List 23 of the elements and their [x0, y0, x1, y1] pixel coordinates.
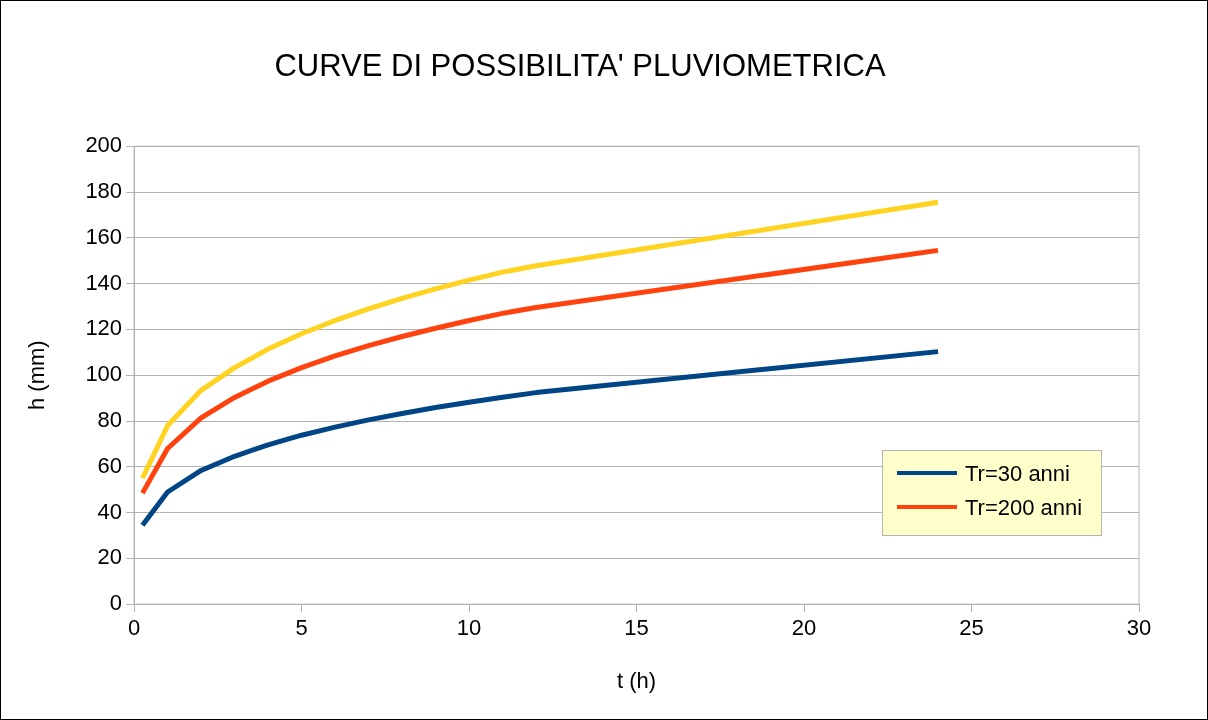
chart-title: CURVE DI POSSIBILITA' PLUVIOMETRICA [274, 48, 886, 84]
y-tick-label: 60 [97, 452, 123, 478]
legend-label: Tr=200 anni [965, 494, 1083, 522]
legend-label: Tr=30 anni [965, 460, 1070, 488]
y-tick-label: 180 [85, 178, 123, 204]
x-tick-label: 20 [791, 615, 817, 641]
y-tick-label: 200 [85, 132, 123, 158]
y-tick-label: 140 [85, 269, 123, 295]
y-axis-title: h (mm) [24, 340, 50, 411]
y-tick-label: 160 [85, 223, 123, 249]
y-tick-label: 0 [109, 590, 123, 616]
x-tick-label: 25 [959, 615, 984, 641]
x-tick-label: 5 [295, 615, 308, 641]
y-tick-label: 80 [97, 407, 123, 433]
y-tick-label: 40 [97, 498, 123, 524]
x-axis-title: t (h) [616, 667, 657, 693]
x-tick-label: 30 [1126, 615, 1152, 641]
x-tick-label: 15 [624, 615, 649, 641]
y-tick-label: 100 [85, 361, 123, 387]
y-tick-label: 120 [85, 315, 123, 341]
x-tick-label: 0 [127, 615, 141, 641]
y-tick-label: 20 [97, 544, 123, 570]
x-tick-label: 10 [456, 615, 482, 641]
